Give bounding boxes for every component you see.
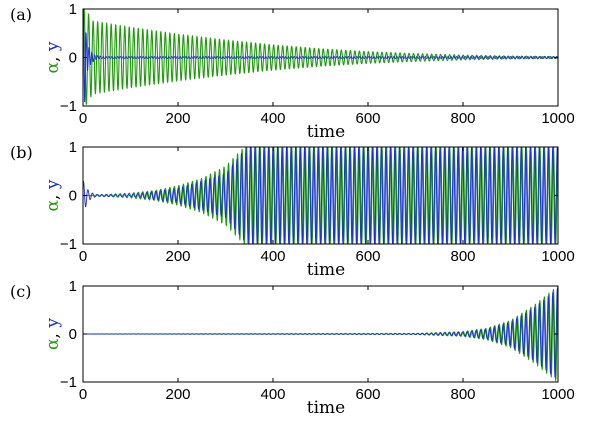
x-tick-label: 0 <box>79 110 87 127</box>
x-tick-label: 1000 <box>541 248 574 265</box>
x-tick-label: 600 <box>355 110 380 127</box>
x-tick-label: 200 <box>165 248 190 265</box>
series-y-line <box>83 147 558 244</box>
x-tick-label: 600 <box>355 386 380 403</box>
y-axis-label-part: α <box>43 61 63 73</box>
panel-label: (b) <box>10 143 33 162</box>
x-tick-label: 400 <box>260 110 285 127</box>
x-tick-label: 400 <box>260 248 285 265</box>
y-tick-label: 0 <box>69 326 77 343</box>
y-axis-label-part: y <box>43 41 63 52</box>
x-tick-label: 1000 <box>541 386 574 403</box>
y-axis-label-part: α <box>43 338 63 350</box>
x-tick-label: 200 <box>165 386 190 403</box>
y-tick-label: −1 <box>60 374 77 391</box>
y-tick-label: 1 <box>69 139 77 156</box>
panel-label: (c) <box>10 282 31 301</box>
y-tick-label: 0 <box>69 50 77 67</box>
y-axis-label-part: y <box>43 179 63 190</box>
y-axis-label-part: α <box>43 199 63 211</box>
x-axis-label: time <box>307 122 345 142</box>
x-tick-label: 400 <box>260 386 285 403</box>
x-tick-label: 800 <box>450 386 475 403</box>
y-axis-label: α, y <box>43 318 63 350</box>
x-tick-label: 0 <box>79 248 87 265</box>
x-axis-label: time <box>307 260 345 280</box>
series-y-line <box>83 9 558 103</box>
series-alpha-line <box>83 286 558 382</box>
y-axis-label-part: , <box>43 328 63 339</box>
x-tick-label: 600 <box>355 248 380 265</box>
y-tick-label: 0 <box>69 188 77 205</box>
series-alpha-line <box>83 9 558 105</box>
y-axis-label-part: , <box>43 189 63 200</box>
x-tick-label: 0 <box>79 386 87 403</box>
y-tick-label: 1 <box>69 1 77 18</box>
y-tick-label: −1 <box>60 236 77 253</box>
x-tick-label: 200 <box>165 110 190 127</box>
y-axis-label-part: y <box>43 318 63 329</box>
y-tick-label: −1 <box>60 98 77 115</box>
x-tick-label: 800 <box>450 248 475 265</box>
x-axis-label: time <box>307 398 345 418</box>
y-tick-label: 1 <box>69 278 77 295</box>
panel-label: (a) <box>10 5 32 24</box>
y-axis-label-part: , <box>43 51 63 62</box>
series-y-line <box>83 287 558 379</box>
x-tick-label: 800 <box>450 110 475 127</box>
y-axis-label: α, y <box>43 179 63 211</box>
x-tick-label: 1000 <box>541 110 574 127</box>
y-axis-label: α, y <box>43 41 63 73</box>
